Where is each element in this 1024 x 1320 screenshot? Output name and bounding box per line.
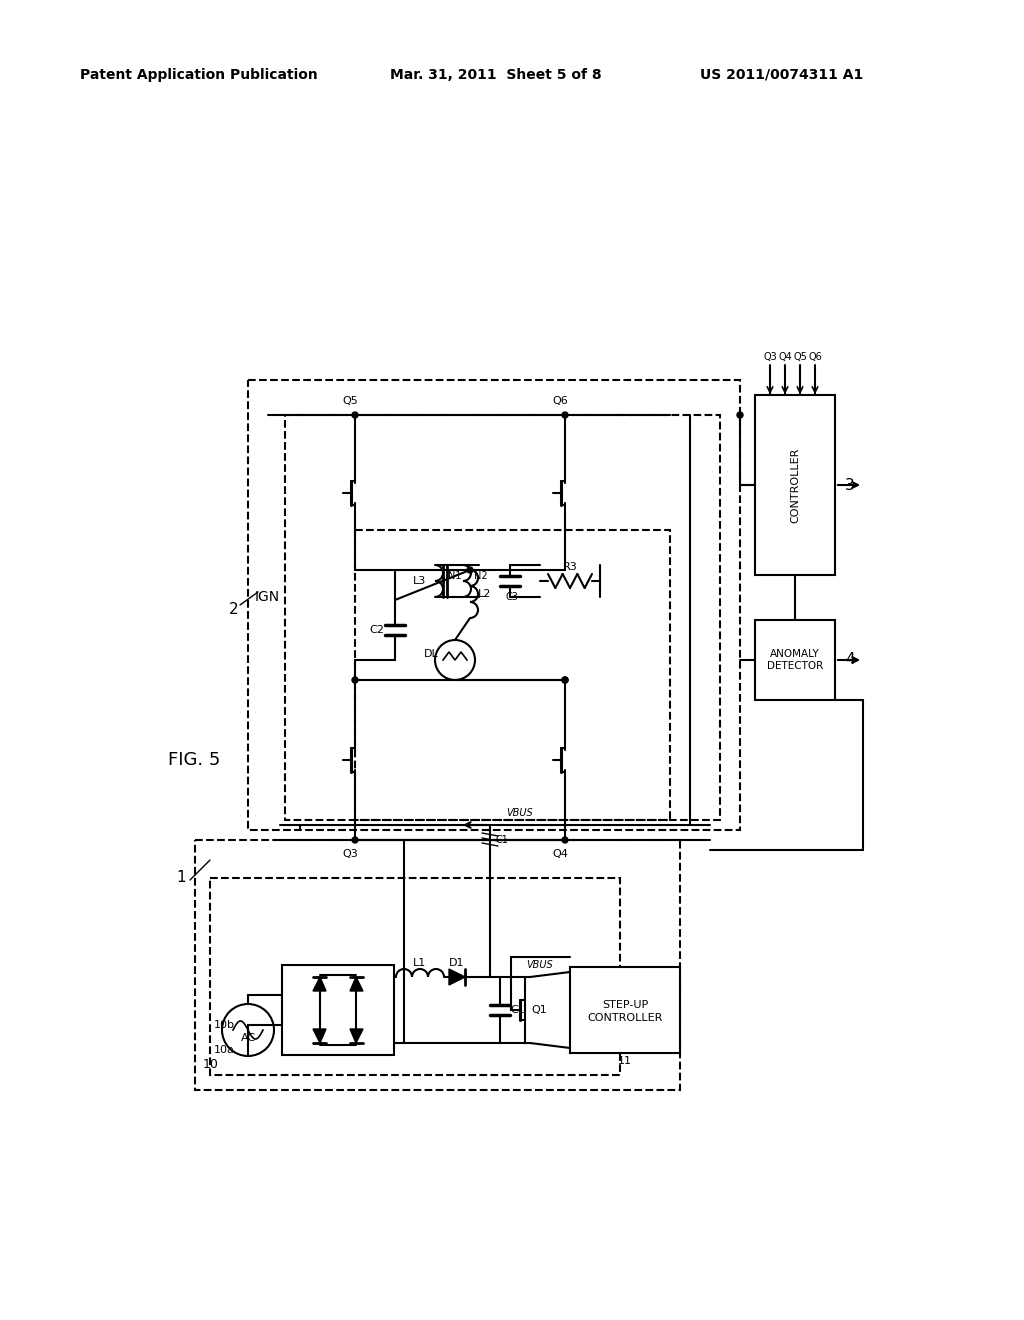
Bar bbox=[355, 531, 670, 820]
Text: 10a: 10a bbox=[214, 1045, 234, 1055]
Text: C2: C2 bbox=[370, 624, 384, 635]
Text: L3: L3 bbox=[413, 576, 426, 586]
Circle shape bbox=[352, 837, 358, 843]
Text: Q4: Q4 bbox=[778, 352, 792, 362]
Text: CONTROLLER: CONTROLLER bbox=[588, 1012, 663, 1023]
Text: Q6: Q6 bbox=[552, 396, 568, 407]
Text: 10b: 10b bbox=[214, 1020, 234, 1030]
Text: 3: 3 bbox=[845, 478, 855, 492]
Text: D1: D1 bbox=[450, 958, 465, 968]
Bar bbox=[282, 965, 394, 1055]
Text: Q1: Q1 bbox=[531, 1005, 547, 1015]
Polygon shape bbox=[313, 977, 326, 991]
Text: IGN: IGN bbox=[255, 590, 281, 605]
Text: AC: AC bbox=[241, 1034, 256, 1043]
Text: Q5: Q5 bbox=[793, 352, 807, 362]
Circle shape bbox=[562, 677, 568, 682]
Text: ANOMALY
DETECTOR: ANOMALY DETECTOR bbox=[767, 649, 823, 671]
Text: C1: C1 bbox=[511, 1005, 525, 1015]
Text: N1: N1 bbox=[449, 572, 462, 581]
Bar bbox=[570, 968, 680, 1053]
Bar bbox=[755, 620, 835, 700]
Text: Patent Application Publication: Patent Application Publication bbox=[80, 69, 317, 82]
Polygon shape bbox=[350, 977, 362, 991]
Circle shape bbox=[562, 677, 568, 682]
Text: Q3: Q3 bbox=[342, 849, 357, 859]
Circle shape bbox=[352, 412, 358, 418]
Text: FIG. 5: FIG. 5 bbox=[168, 751, 220, 770]
Circle shape bbox=[352, 677, 358, 682]
Text: Q6: Q6 bbox=[808, 352, 822, 362]
Circle shape bbox=[562, 837, 568, 843]
Text: STEP-UP: STEP-UP bbox=[602, 1001, 648, 1010]
Text: L2: L2 bbox=[478, 589, 492, 599]
Bar bbox=[248, 380, 740, 830]
Text: 2: 2 bbox=[228, 602, 238, 618]
Text: C1: C1 bbox=[496, 836, 509, 845]
Text: Q4: Q4 bbox=[552, 849, 568, 859]
Text: Q3: Q3 bbox=[763, 352, 777, 362]
Polygon shape bbox=[449, 969, 465, 985]
Text: 10: 10 bbox=[203, 1059, 219, 1072]
Text: L1: L1 bbox=[414, 958, 427, 968]
Text: 1: 1 bbox=[176, 870, 186, 886]
Bar bbox=[755, 395, 835, 576]
Text: CONTROLLER: CONTROLLER bbox=[790, 447, 800, 523]
Text: 4: 4 bbox=[845, 652, 855, 668]
Text: DL: DL bbox=[424, 649, 438, 659]
Text: Mar. 31, 2011  Sheet 5 of 8: Mar. 31, 2011 Sheet 5 of 8 bbox=[390, 69, 602, 82]
Bar bbox=[285, 414, 720, 820]
Circle shape bbox=[467, 568, 473, 573]
Circle shape bbox=[562, 412, 568, 418]
Text: R3: R3 bbox=[562, 562, 578, 572]
Polygon shape bbox=[313, 1030, 326, 1043]
Text: VBUS: VBUS bbox=[526, 960, 553, 970]
Text: US 2011/0074311 A1: US 2011/0074311 A1 bbox=[700, 69, 863, 82]
Text: 11: 11 bbox=[618, 1056, 632, 1067]
Text: Q5: Q5 bbox=[342, 396, 357, 407]
Text: C3: C3 bbox=[506, 591, 518, 602]
Text: VBUS: VBUS bbox=[507, 808, 534, 818]
Bar bbox=[210, 878, 620, 1074]
Circle shape bbox=[737, 412, 743, 418]
Polygon shape bbox=[350, 1030, 362, 1043]
Bar bbox=[195, 840, 680, 1090]
Text: N2: N2 bbox=[474, 572, 487, 581]
